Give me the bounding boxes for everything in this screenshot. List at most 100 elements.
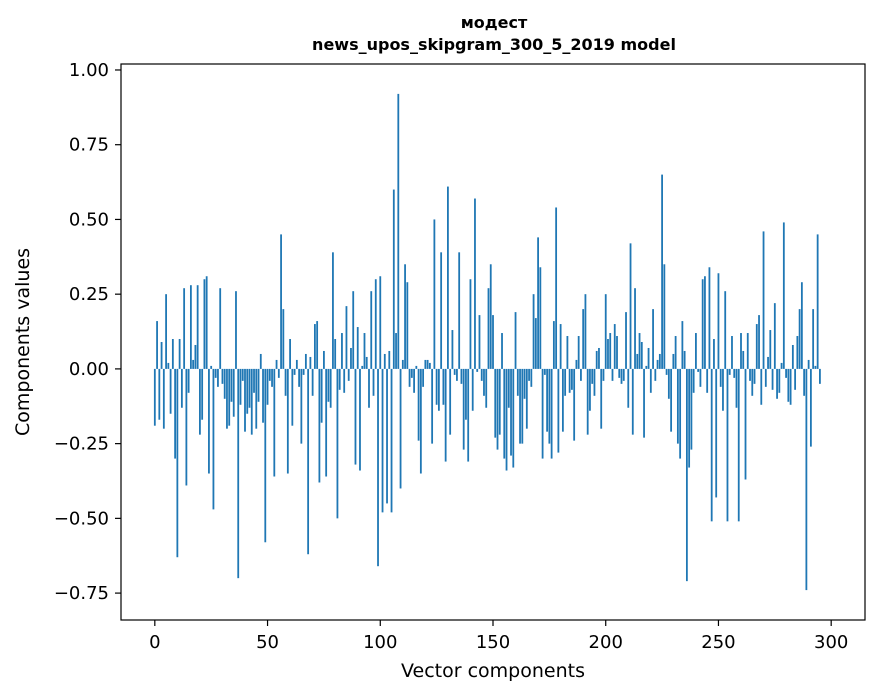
bar-5 (165, 294, 167, 369)
bar-225 (661, 174, 663, 369)
bar-244 (704, 276, 706, 369)
bar-279 (782, 222, 785, 369)
bar-156 (505, 368, 508, 471)
bar-197 (598, 347, 600, 369)
bar-131 (449, 368, 452, 435)
bar-164 (523, 368, 526, 399)
bar-251 (719, 368, 722, 387)
bar-54 (275, 359, 278, 369)
bar-series (153, 93, 821, 591)
bar-16 (189, 285, 192, 369)
bar-93 (363, 333, 366, 369)
bar-86 (347, 368, 350, 381)
x-tick-label: 50 (256, 632, 279, 653)
bar-166 (528, 368, 530, 381)
bar-63 (295, 359, 298, 369)
chart-subtitle: news_upos_skipgram_300_5_2019 model (312, 35, 676, 54)
bar-180 (559, 324, 562, 369)
bar-272 (767, 356, 769, 369)
bar-201 (607, 339, 609, 369)
bar-238 (690, 368, 693, 450)
bar-235 (683, 350, 686, 369)
bar-150 (492, 315, 494, 369)
bar-254 (726, 368, 729, 522)
bar-13 (183, 288, 186, 369)
bar-53 (273, 368, 276, 477)
bar-38 (239, 368, 242, 405)
bar-152 (496, 368, 499, 450)
bar-205 (616, 336, 618, 369)
bar-287 (800, 282, 803, 369)
chart-title: модест (461, 13, 528, 32)
bar-89 (354, 368, 357, 465)
bar-83 (341, 333, 343, 369)
bar-246 (708, 267, 711, 369)
bar-112 (406, 282, 409, 369)
bar-76 (325, 368, 328, 477)
bar-151 (494, 368, 497, 438)
bar-25 (210, 365, 213, 369)
bar-213 (634, 288, 636, 369)
bar-123 (431, 368, 434, 444)
bar-138 (465, 368, 467, 420)
bar-104 (388, 350, 391, 369)
bar-4 (162, 368, 165, 429)
bar-265 (751, 368, 754, 396)
bar-139 (467, 368, 470, 462)
bar-258 (735, 368, 738, 408)
x-tick-label: 0 (149, 632, 160, 653)
bar-247 (710, 368, 713, 522)
y-tick-label: 0.00 (69, 359, 109, 380)
bar-226 (663, 264, 666, 369)
bar-269 (760, 368, 763, 405)
bar-88 (352, 291, 355, 369)
bar-30 (221, 368, 224, 384)
bar-231 (674, 336, 677, 369)
bar-149 (489, 264, 492, 369)
bar-9 (174, 368, 177, 459)
bar-92 (361, 365, 364, 369)
bar-210 (627, 368, 630, 408)
bar-199 (602, 368, 605, 381)
bar-206 (618, 368, 621, 378)
bar-229 (670, 368, 673, 432)
bar-285 (796, 336, 799, 369)
bar-222 (654, 368, 657, 381)
bar-277 (778, 368, 781, 393)
bar-19 (196, 285, 199, 369)
bar-84 (343, 368, 346, 393)
bar-24 (208, 368, 210, 474)
bar-119 (422, 368, 425, 387)
bar-268 (758, 315, 760, 369)
bar-200 (604, 294, 607, 369)
bar-257 (733, 368, 736, 378)
bar-147 (485, 368, 488, 408)
bar-179 (557, 368, 560, 453)
bar-188 (577, 336, 580, 369)
bar-185 (571, 368, 573, 390)
bar-62 (293, 368, 296, 375)
bar-41 (246, 368, 249, 414)
bar-128 (442, 368, 445, 405)
bar-198 (600, 368, 603, 429)
bar-21 (201, 368, 204, 420)
bar-245 (706, 368, 709, 393)
bar-65 (300, 368, 303, 444)
bar-157 (507, 368, 510, 408)
bar-78 (329, 368, 332, 408)
bar-176 (550, 368, 553, 459)
bar-69 (309, 356, 312, 369)
bar-39 (241, 368, 244, 381)
bar-204 (613, 324, 616, 369)
bar-217 (643, 368, 645, 438)
bar-58 (284, 368, 287, 396)
bar-281 (787, 368, 790, 402)
bar-289 (805, 368, 808, 591)
x-tick-label: 150 (476, 632, 510, 653)
bar-126 (437, 368, 440, 411)
bar-28 (217, 368, 219, 387)
bar-137 (462, 368, 465, 450)
bar-187 (575, 359, 578, 369)
bar-177 (552, 321, 555, 369)
